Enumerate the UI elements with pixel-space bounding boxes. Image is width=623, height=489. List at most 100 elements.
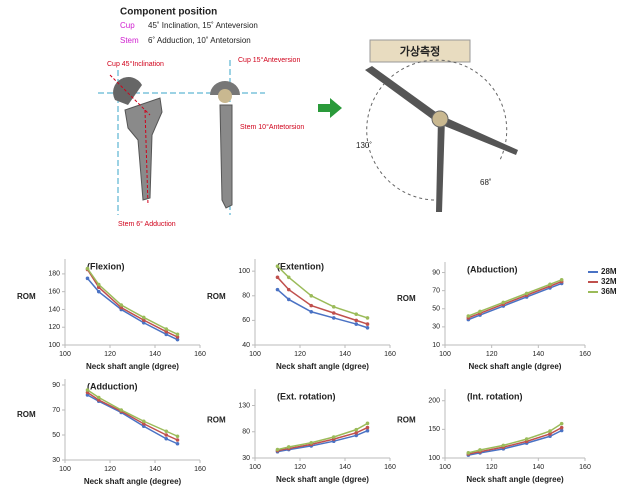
stem-antetorsion: Stem 10°Antetorsion [240,123,304,131]
data-point [176,333,180,337]
x-tick-label: 140 [149,351,161,358]
data-point [366,422,370,426]
data-point [176,438,180,442]
data-point [560,422,564,426]
cup-inclination: Cup 45°Inclination [107,60,164,68]
y-axis-label: ROM [397,294,416,303]
y-tick-label: 30 [432,324,440,331]
data-point [86,277,90,281]
chart-title: (Adduction) [87,381,137,391]
data-point [142,316,146,320]
data-point [287,288,291,292]
chart-title: (Extention) [277,261,324,271]
data-point [525,292,529,296]
x-tick-label: 120 [104,351,116,358]
data-point [176,442,180,446]
data-point [366,426,370,430]
x-tick-label: 120 [294,351,306,358]
data-point [502,301,506,305]
data-point [164,437,168,441]
x-tick-label: 120 [104,466,116,473]
chart-title: (Ext. rotation) [277,391,336,401]
cup-position: 45˚ Inclination, 15˚ Anteversion [148,21,258,30]
data-point [332,305,336,309]
x-tick-label: 160 [194,466,206,473]
data-point [366,429,370,433]
data-point [119,408,123,412]
y-tick-label: 50 [52,432,60,439]
cup-label: Cup [120,21,135,30]
x-tick-label: 100 [249,464,261,471]
background [0,0,623,489]
x-tick-label: 120 [486,464,498,471]
x-tick-label: 120 [294,464,306,471]
y-axis-label: ROM [207,292,226,301]
y-tick-label: 70 [52,407,60,414]
data-point [97,283,101,287]
x-axis-label: Neck shaft angle (dgree) [276,475,369,484]
y-tick-label: 70 [432,287,440,294]
y-tick-label: 80 [242,429,250,436]
legend-label: 28M [601,267,617,276]
data-point [97,290,101,294]
x-tick-label: 100 [59,466,71,473]
y-axis-label: ROM [207,415,226,424]
data-point [332,311,336,315]
x-tick-label: 120 [486,351,498,358]
data-point [176,434,180,438]
data-point [97,396,101,400]
y-tick-label: 50 [432,306,440,313]
data-point [142,419,146,423]
data-point [478,448,482,452]
data-point [287,276,291,280]
stem-label: Stem [120,36,139,45]
data-point [354,431,358,435]
data-point [309,304,313,308]
x-tick-label: 100 [439,464,451,471]
y-tick-label: 100 [428,455,440,462]
data-point [548,429,552,433]
x-tick-label: 160 [384,464,396,471]
y-tick-label: 40 [242,342,250,349]
data-point [366,326,370,330]
x-tick-label: 100 [59,351,71,358]
x-tick-label: 160 [194,351,206,358]
data-point [478,310,482,314]
x-tick-label: 100 [249,351,261,358]
y-tick-label: 180 [48,271,60,278]
x-tick-label: 140 [532,464,544,471]
x-tick-label: 160 [579,464,591,471]
x-tick-label: 140 [339,351,351,358]
y-tick-label: 80 [242,293,250,300]
y-axis-label: ROM [397,415,416,424]
y-tick-label: 30 [242,455,250,462]
data-point [276,276,280,280]
x-axis-label: Neck shaft angle (dgree) [276,362,369,371]
data-point [560,426,564,430]
data-point [309,441,313,445]
head [218,89,232,103]
data-point [560,278,564,282]
data-point [354,322,358,326]
y-tick-label: 60 [242,317,250,324]
data-point [276,264,280,268]
y-tick-label: 140 [48,306,60,313]
y-axis-label: ROM [17,292,36,301]
data-point [119,303,123,307]
legend-label: 36M [601,287,617,296]
x-axis-label: Neck shaft angle (dgree) [469,362,562,371]
y-axis-label: ROM [17,410,36,419]
x-tick-label: 140 [339,464,351,471]
figure: Component position Cup 45˚ Inclination, … [0,0,623,489]
data-point [276,288,280,292]
x-tick-label: 140 [149,466,161,473]
data-point [164,327,168,331]
stem-position: 6˚ Adduction, 10˚ Antetorsion [148,36,251,45]
y-tick-label: 200 [428,398,440,405]
y-tick-label: 160 [48,289,60,296]
stem-adduction: Stem 6° Adduction [118,220,176,228]
data-point [164,433,168,437]
y-tick-label: 30 [52,457,60,464]
legend-label: 32M [601,277,617,286]
y-tick-label: 100 [238,268,250,275]
